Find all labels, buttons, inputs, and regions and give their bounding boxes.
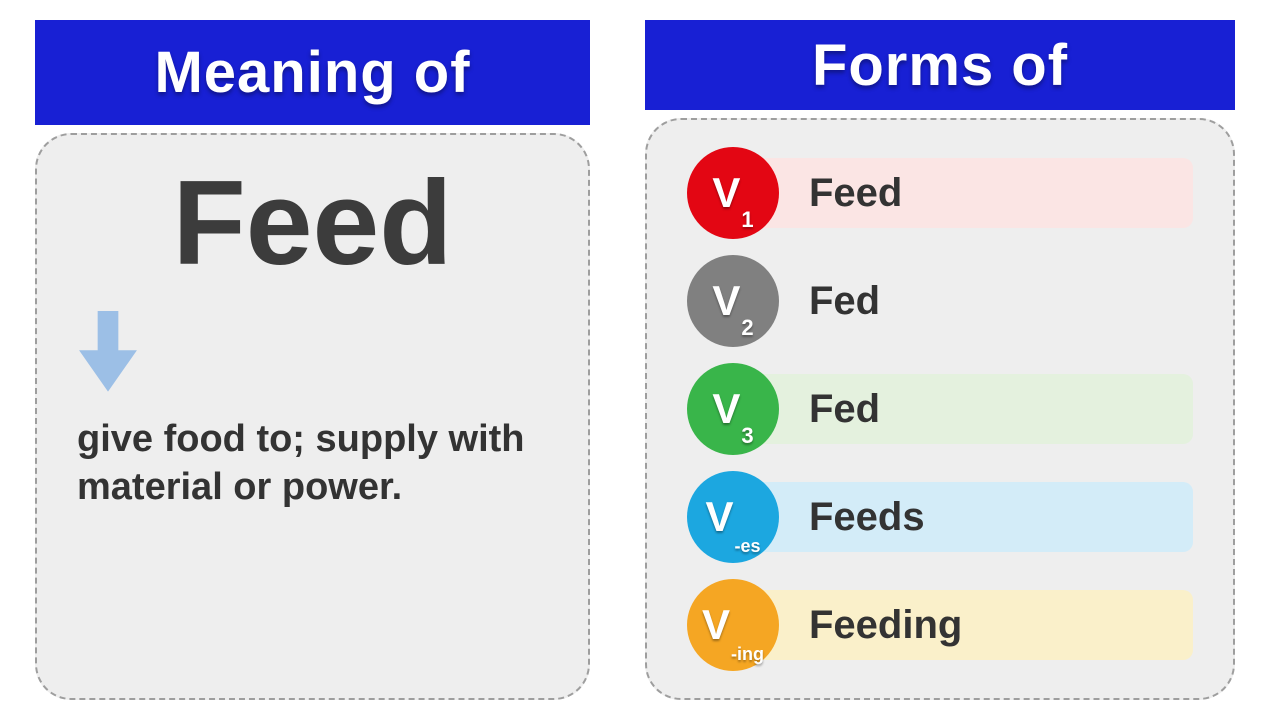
badge-main-label: V bbox=[712, 280, 740, 322]
form-badge: V-ing bbox=[687, 579, 779, 671]
word-title: Feed bbox=[77, 163, 548, 283]
badge-main-label: V bbox=[712, 388, 740, 430]
forms-column: Forms of FeedV1FedV2FedV3FeedsV-esFeedin… bbox=[645, 20, 1235, 700]
form-bar: Feed bbox=[731, 158, 1193, 228]
form-bar: Fed bbox=[731, 374, 1193, 444]
down-arrow-icon bbox=[77, 311, 139, 392]
meaning-panel: Feed give food to; supply with material … bbox=[35, 133, 590, 700]
form-badge: V1 bbox=[687, 147, 779, 239]
forms-panel: FeedV1FedV2FedV3FeedsV-esFeedingV-ing bbox=[645, 118, 1235, 700]
form-badge: V2 bbox=[687, 255, 779, 347]
form-bar: Feeding bbox=[731, 590, 1193, 660]
form-row: FeedV1 bbox=[687, 148, 1193, 238]
badge-sub-label: 1 bbox=[741, 209, 753, 231]
badge-sub-label: 3 bbox=[741, 425, 753, 447]
form-row: FeedingV-ing bbox=[687, 580, 1193, 670]
meaning-column: Meaning of Feed give food to; supply wit… bbox=[35, 20, 590, 700]
definition-text: give food to; supply with material or po… bbox=[77, 415, 548, 512]
badge-main-label: V bbox=[712, 172, 740, 214]
badge-sub-label: -es bbox=[735, 537, 761, 555]
badge-sub-label: 2 bbox=[741, 317, 753, 339]
form-badge: V-es bbox=[687, 471, 779, 563]
form-row: FedV3 bbox=[687, 364, 1193, 454]
badge-sub-label: -ing bbox=[731, 645, 764, 663]
badge-main-label: V bbox=[705, 496, 733, 538]
form-bar: Feeds bbox=[731, 482, 1193, 552]
form-row: FedV2 bbox=[687, 256, 1193, 346]
form-badge: V3 bbox=[687, 363, 779, 455]
form-row: FeedsV-es bbox=[687, 472, 1193, 562]
form-bar: Fed bbox=[731, 266, 1193, 336]
badge-main-label: V bbox=[702, 604, 730, 646]
meaning-header: Meaning of bbox=[35, 20, 590, 125]
forms-header: Forms of bbox=[645, 20, 1235, 110]
